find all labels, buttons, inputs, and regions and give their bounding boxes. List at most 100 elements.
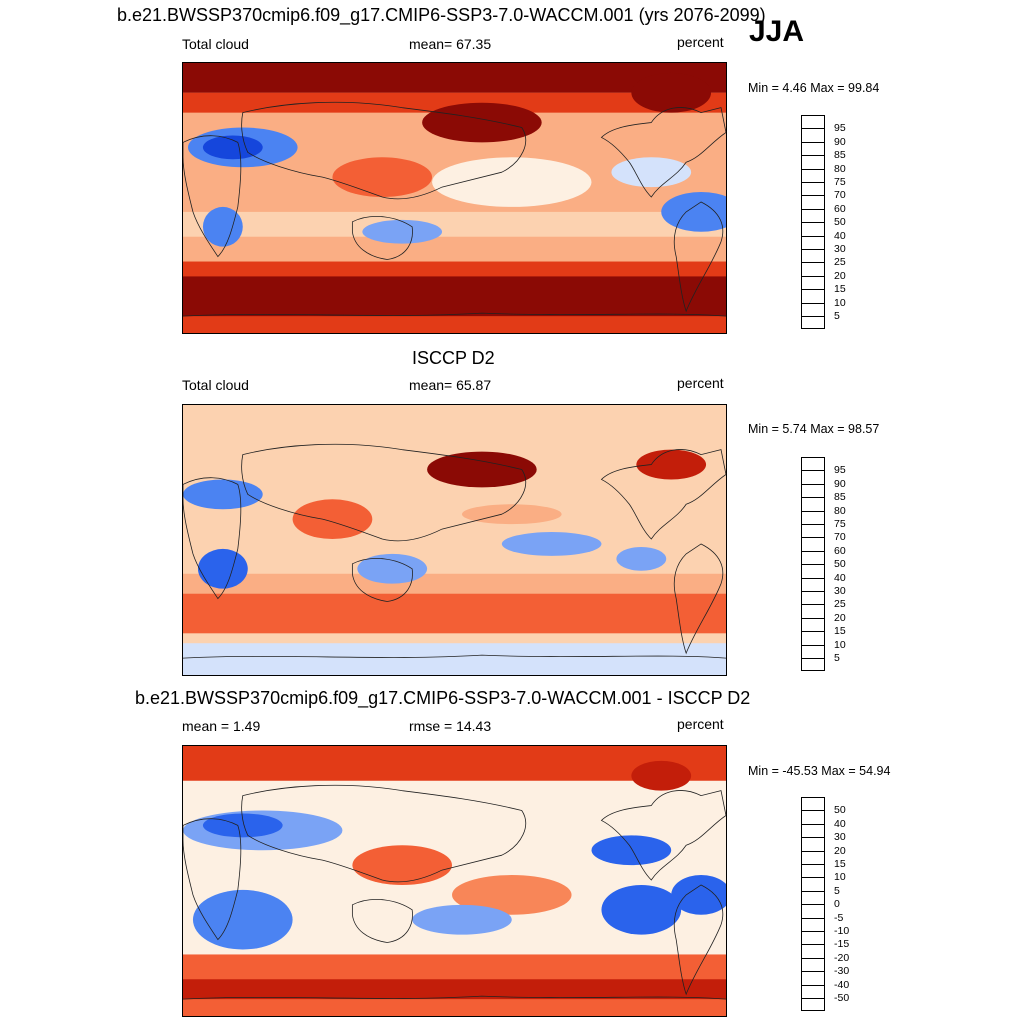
colorbar-tick-label: 30 — [834, 243, 846, 255]
colorbar-tick-label: 15 — [834, 858, 846, 870]
colorbar-tick-label: 70 — [834, 531, 846, 544]
colorbar-tick-label: 10 — [834, 871, 846, 884]
colorbar-tick-label: 40 — [834, 229, 846, 242]
coastline — [241, 101, 527, 200]
contour-band — [183, 643, 726, 675]
colorbar-tick-label: 50 — [834, 558, 846, 571]
contour-region — [461, 504, 562, 525]
colorbar-tick-label: 20 — [834, 269, 846, 282]
panel-1-map — [182, 62, 727, 334]
coastline — [241, 443, 527, 542]
coastline — [673, 884, 724, 996]
season-label: JJA — [749, 15, 805, 48]
colorbar-frame — [801, 457, 825, 672]
colorbar-bin — [801, 904, 825, 906]
colorbar-tick-label: -30 — [834, 965, 850, 978]
panel-1-mean-label: mean= 67.35 — [409, 36, 492, 52]
contour-region — [501, 532, 602, 556]
contour-region — [332, 157, 433, 198]
colorbar-bin — [801, 510, 825, 512]
colorbar-tick-label: 95 — [834, 464, 846, 477]
colorbar-bin — [801, 917, 825, 919]
coastline — [351, 899, 413, 943]
colorbar-bin — [801, 971, 825, 973]
contour-region — [671, 875, 726, 915]
colorbar-bin — [801, 302, 825, 304]
colorbar-tick-label: 90 — [834, 477, 846, 490]
colorbar-frame — [801, 115, 825, 330]
contour-region — [631, 760, 692, 791]
panel-2-minmax: Min = 5.74 Max = 98.57 — [748, 422, 880, 436]
colorbar-bin — [801, 823, 825, 825]
contour-region — [452, 875, 572, 915]
contour-region — [427, 451, 537, 488]
colorbar-bin — [801, 658, 825, 659]
contour-region — [422, 102, 542, 143]
colorbar-tick-label: 30 — [834, 585, 846, 597]
colorbar-tick-label: 25 — [834, 256, 846, 269]
colorbar-bin — [801, 550, 825, 552]
panel-3-mean-label: mean = 1.49 — [182, 718, 261, 734]
contour-band — [183, 405, 726, 675]
panel-1-minmax: Min = 4.46 Max = 99.84 — [748, 81, 880, 95]
contour-region — [611, 157, 692, 188]
colorbar-bin — [801, 289, 825, 291]
colorbar-bin — [801, 890, 825, 892]
contour-region — [192, 889, 293, 950]
panel-2-mean-label: mean= 65.87 — [409, 377, 492, 393]
colorbar-bin — [801, 591, 825, 592]
colorbar-tick-label: 5 — [834, 652, 840, 664]
contour-band — [183, 211, 726, 237]
colorbar-frame — [801, 797, 825, 1012]
panel-2-title: ISCCP D2 — [412, 348, 495, 368]
panel-3-minmax: Min = -45.53 Max = 54.94 — [748, 764, 891, 778]
colorbar-bin — [801, 931, 825, 932]
colorbar-bin — [801, 155, 825, 157]
contour-region — [601, 884, 682, 935]
colorbar-bin — [801, 128, 825, 130]
colorbar-bin — [801, 944, 825, 946]
colorbar-tick-label: 85 — [834, 491, 846, 504]
contour-region — [591, 835, 672, 866]
colorbar-bin — [801, 837, 825, 839]
coastline — [183, 312, 726, 317]
contour-band — [183, 92, 726, 113]
colorbar-tick-label: -40 — [834, 978, 850, 991]
colorbar-tick-label: 40 — [834, 571, 846, 584]
colorbar-tick-label: 15 — [834, 625, 846, 638]
colorbar-bin — [801, 577, 825, 579]
colorbar-tick-label: 30 — [834, 831, 846, 844]
colorbar-tick-label: 95 — [834, 122, 846, 135]
colorbar-bin — [801, 998, 825, 999]
colorbar-bin — [801, 222, 825, 224]
contour-region — [352, 845, 453, 885]
contour-band — [183, 593, 726, 634]
colorbar-tick-label: 10 — [834, 638, 846, 651]
contour-region — [616, 546, 667, 571]
coastline — [673, 543, 724, 655]
colorbar-tick-label: 60 — [834, 202, 846, 215]
colorbar-tick-label: 40 — [834, 817, 846, 830]
colorbar-tick-label: 0 — [834, 898, 840, 911]
colorbar-tick-label: -50 — [834, 992, 850, 1004]
colorbar-bin — [801, 984, 825, 986]
contour-region — [292, 499, 373, 540]
colorbar-tick-label: 20 — [834, 611, 846, 624]
contour-band — [183, 979, 726, 1000]
colorbar-bin — [801, 864, 825, 865]
panel-2-units-label: percent — [677, 375, 724, 391]
contour-region — [197, 548, 248, 589]
panel-3-map — [182, 745, 727, 1017]
colorbar-tick-label: 75 — [834, 518, 846, 530]
coastline — [183, 477, 242, 600]
colorbar-bin — [801, 208, 825, 210]
colorbar-bin — [801, 249, 825, 250]
coastline — [351, 216, 413, 260]
colorbar-tick-label: -20 — [834, 951, 850, 964]
contour-region — [202, 206, 243, 247]
contour-band — [183, 276, 726, 317]
coastline — [673, 201, 724, 313]
colorbar-tick-label: 20 — [834, 844, 846, 857]
panel-2-map — [182, 404, 727, 676]
colorbar-bin — [801, 850, 825, 852]
